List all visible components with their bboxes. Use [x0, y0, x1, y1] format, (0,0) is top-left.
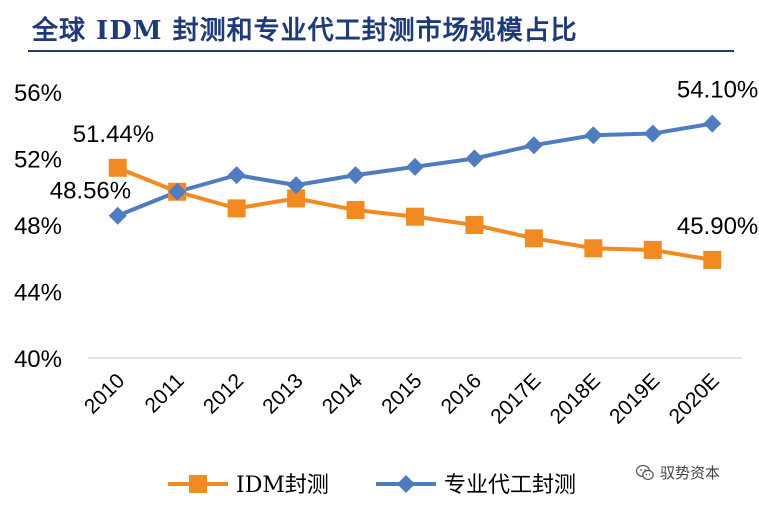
watermark-text: 驭势资本 — [660, 464, 721, 482]
x-axis-ticks: 2010 2011 2012 2013 2014 2015 2016 2017E 2018E 20… — [80, 369, 724, 428]
wechat-icon — [636, 464, 654, 480]
marker-square — [524, 229, 543, 248]
x-tick-label: 2019E — [605, 369, 664, 428]
x-tick-label: 2018E — [546, 369, 605, 428]
marker-diamond — [524, 136, 543, 155]
marker-square — [406, 207, 424, 226]
legend: IDM封测 专业代工封测 — [168, 473, 576, 498]
data-label: 54.10% — [677, 77, 758, 104]
chart-title: 全球 IDM 封测和专业代工封测市场规模占比 — [32, 16, 578, 46]
x-tick-label: 2020E — [665, 369, 724, 428]
marker-diamond — [465, 149, 484, 168]
marker-square — [108, 158, 127, 177]
marker-diamond — [227, 166, 246, 185]
watermark: 驭势资本 — [636, 462, 720, 483]
series-lines — [116, 121, 713, 262]
marker-diamond — [346, 166, 365, 185]
series-markers — [108, 114, 722, 269]
marker-square — [287, 189, 306, 208]
data-labels: 51.44% 48.56% 54.10% 45.90% — [50, 77, 759, 240]
legend-label: 专业代工封测 — [444, 473, 576, 498]
x-tick-label: 2010 — [80, 369, 129, 418]
marker-square — [465, 216, 484, 234]
marker-diamond — [108, 206, 127, 225]
marker-diamond — [584, 126, 603, 145]
marker-square — [703, 250, 722, 269]
x-tick-label: 2014 — [318, 369, 368, 419]
x-tick-label: 2013 — [258, 369, 307, 418]
data-label: 51.44% — [73, 121, 154, 148]
marker-square — [643, 240, 662, 259]
marker-diamond — [406, 157, 424, 176]
y-tick-label: 52% — [14, 147, 62, 174]
marker-diamond — [703, 114, 722, 133]
marker-square — [227, 199, 246, 218]
x-tick-label: 2015 — [377, 369, 426, 418]
legend-label: IDM封测 — [236, 473, 329, 498]
y-tick-label: 40% — [14, 346, 62, 373]
data-label: 45.90% — [677, 213, 758, 240]
x-tick-label: 2011 — [141, 369, 189, 417]
y-tick-label: 56% — [14, 80, 62, 107]
marker-diamond — [287, 176, 306, 195]
marker-square — [346, 201, 365, 220]
x-tick-label: 2012 — [199, 369, 248, 418]
y-axis-ticks: 40% 44% 48% 52% 56% — [14, 80, 62, 373]
legend-marker-diamond — [397, 475, 415, 493]
x-tick-label: 2016 — [437, 369, 486, 418]
legend-marker-square — [189, 475, 207, 493]
marker-diamond — [168, 182, 187, 201]
x-tick-label: 2017E — [486, 369, 545, 428]
title-underline — [28, 50, 734, 52]
marker-square — [584, 239, 603, 258]
y-tick-label: 44% — [14, 280, 62, 307]
marker-diamond — [643, 124, 662, 143]
data-label: 48.56% — [50, 178, 131, 205]
y-tick-label: 48% — [14, 213, 62, 240]
